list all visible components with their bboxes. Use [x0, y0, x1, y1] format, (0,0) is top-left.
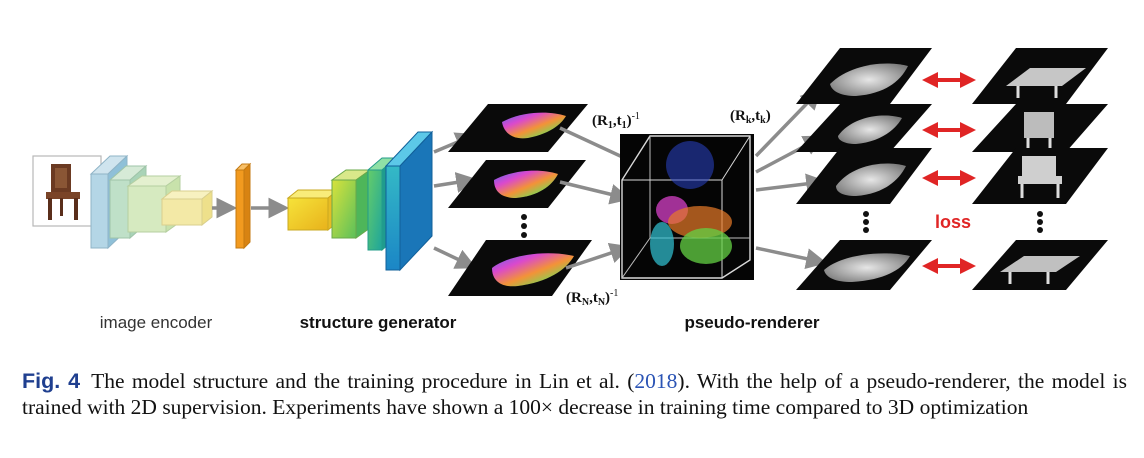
depth-map-view-2: [448, 160, 586, 208]
vertical-ellipsis-projections: [863, 211, 869, 233]
point-cloud-cube: [620, 134, 754, 280]
arrow-view-n-to-cloud: [565, 243, 631, 270]
depth-map-view-n: [448, 240, 592, 296]
arrow-to-view-2: [433, 172, 478, 193]
vertical-ellipsis-views: [521, 214, 527, 238]
vertical-ellipsis-ground-truth: [1037, 211, 1043, 233]
depth-map-view-1: [448, 104, 588, 152]
figure-caption: Fig. 4 The model structure and the train…: [22, 368, 1127, 420]
caption-text-before: The model structure and the training pro…: [91, 369, 635, 393]
model-structure-figure: (R1,t1)-1 (RN,tN)-1 (Rk,tk): [32, 48, 1108, 332]
figure-number: Fig. 4: [22, 369, 81, 393]
rendered-projection-1: [796, 48, 932, 104]
arrow-cloud-to-proj-n: [755, 246, 828, 270]
input-chair-image: [32, 155, 102, 227]
pseudo-renderer-label: pseudo-renderer: [684, 313, 819, 332]
pose-label-k: (Rk,tk): [730, 108, 771, 126]
citation-link[interactable]: 2018: [634, 369, 678, 393]
structure-generator-label: structure generator: [300, 313, 457, 332]
pose-label-first: (R1,t1)-1: [592, 111, 640, 131]
loss-label: loss: [935, 212, 971, 232]
arrow-to-view-n: [433, 246, 477, 269]
ground-truth-view-2: [972, 104, 1108, 152]
ground-truth-view-n: [972, 240, 1108, 290]
ground-truth-view-3: [972, 148, 1108, 204]
image-encoder-blocks: [89, 154, 214, 250]
ground-truth-view-1: [972, 48, 1108, 104]
rendered-projection-2: [796, 104, 932, 152]
arrow-cloud-to-proj-3: [755, 173, 828, 195]
structure-generator-blocks: [286, 130, 434, 272]
pose-label-last: (RN,tN)-1: [566, 288, 618, 308]
rendered-projection-3: [796, 148, 932, 204]
loss-arrows: [922, 72, 976, 274]
latent-code-bar: [234, 162, 252, 250]
rendered-projection-n: [796, 240, 932, 290]
image-encoder-label: image encoder: [100, 313, 213, 332]
caption-text-after: ). With the help of a pseudo-renderer, t…: [22, 369, 1127, 419]
arrow-view-2-to-cloud: [559, 180, 632, 205]
